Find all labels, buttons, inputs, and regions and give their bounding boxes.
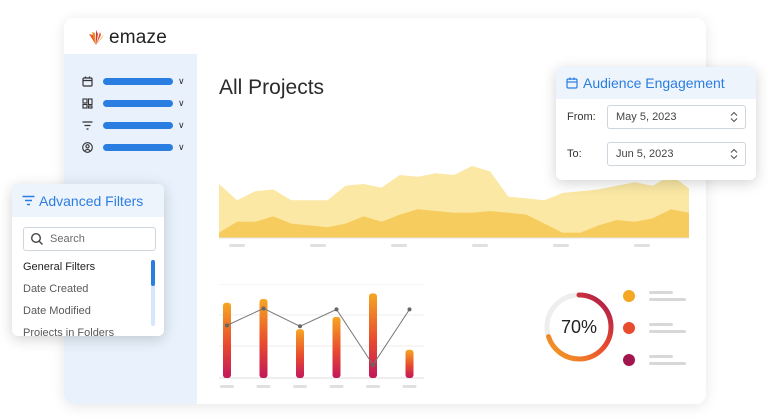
chevron-down-icon: ∨ bbox=[178, 76, 185, 86]
sidebar-item-calendar[interactable]: ∨ bbox=[82, 76, 185, 87]
bar-x-tick-label bbox=[256, 385, 271, 388]
area-x-tick-label bbox=[634, 244, 650, 247]
to-date-value: Jun 5, 2023 bbox=[616, 148, 674, 160]
logo-mark-icon bbox=[89, 30, 104, 45]
bar bbox=[369, 293, 377, 378]
bar-x-tick-label bbox=[293, 385, 307, 388]
search-input[interactable]: Search bbox=[23, 227, 156, 251]
chevron-down-icon: ∨ bbox=[178, 98, 185, 108]
advanced-filters-panel: Advanced Filters Search General Filters … bbox=[12, 184, 164, 336]
from-label: From: bbox=[567, 111, 596, 123]
area-chart bbox=[219, 166, 689, 247]
scrollbar-track[interactable] bbox=[151, 260, 155, 326]
sidebar-item-bar bbox=[103, 78, 173, 85]
search-icon bbox=[30, 232, 43, 245]
sidebar-item-user[interactable]: ∨ bbox=[82, 142, 185, 153]
filters-header: Advanced Filters bbox=[12, 184, 164, 217]
donut-value-label: 70% bbox=[561, 317, 597, 337]
legend-items bbox=[623, 290, 686, 366]
dashboard-icon bbox=[82, 98, 93, 109]
sidebar-item-bar bbox=[103, 122, 173, 129]
legend-line bbox=[649, 323, 673, 326]
area-series-1 bbox=[219, 166, 689, 238]
legend-line bbox=[649, 298, 686, 301]
logo-text: emaze bbox=[109, 27, 168, 48]
area-x-tick-label bbox=[553, 244, 569, 247]
bar bbox=[223, 302, 231, 378]
legend-line bbox=[649, 291, 673, 294]
page-title: All Projects bbox=[219, 76, 325, 99]
legend-line bbox=[649, 362, 686, 365]
filter-icon bbox=[82, 121, 93, 130]
search-placeholder: Search bbox=[50, 233, 85, 245]
calendar-icon bbox=[566, 77, 578, 89]
legend bbox=[620, 288, 690, 373]
scrollbar-thumb[interactable] bbox=[151, 260, 155, 286]
area-x-tick-label bbox=[472, 244, 488, 247]
filter-item-date-created[interactable]: Date Created bbox=[23, 283, 89, 295]
trend-point bbox=[261, 306, 266, 311]
stepper-arrows-icon bbox=[730, 148, 738, 160]
sidebar-item-dashboard[interactable]: ∨ bbox=[82, 98, 185, 109]
area-series-2 bbox=[219, 209, 689, 238]
to-date-select[interactable]: Jun 5, 2023 bbox=[607, 142, 746, 166]
filter-icon bbox=[22, 195, 35, 206]
filter-item-general[interactable]: General Filters bbox=[23, 261, 96, 273]
area-x-tick-label bbox=[310, 244, 326, 247]
to-label: To: bbox=[567, 148, 582, 160]
trend-point bbox=[225, 323, 229, 328]
engagement-header: Audience Engagement bbox=[556, 67, 756, 99]
legend-line bbox=[649, 330, 686, 333]
bar bbox=[332, 316, 341, 378]
legend-line bbox=[649, 355, 673, 358]
bar bbox=[296, 329, 304, 378]
trend-point bbox=[407, 307, 412, 312]
from-date-stepper[interactable] bbox=[729, 111, 739, 123]
chevron-down-icon: ∨ bbox=[178, 142, 185, 152]
legend-dot bbox=[623, 290, 635, 302]
legend-dot bbox=[623, 354, 635, 366]
bar-x-tick-label bbox=[329, 385, 344, 388]
sidebar-item-filter[interactable]: ∨ bbox=[82, 120, 185, 131]
donut-progress-arc bbox=[544, 292, 614, 362]
to-date-stepper[interactable] bbox=[729, 148, 739, 160]
trend-point bbox=[334, 307, 339, 312]
filters-title: Advanced Filters bbox=[39, 192, 144, 209]
trend-point bbox=[298, 324, 302, 329]
bar-x-tick-label bbox=[220, 385, 234, 388]
calendar-icon bbox=[82, 76, 93, 87]
from-date-select[interactable]: May 5, 2023 bbox=[607, 105, 746, 129]
filter-item-date-modified[interactable]: Date Modified bbox=[23, 305, 91, 317]
chevron-down-icon: ∨ bbox=[178, 120, 185, 130]
sidebar-item-bar bbox=[103, 100, 173, 107]
bar-x-tick-label bbox=[402, 385, 417, 388]
engagement-title: Audience Engagement bbox=[583, 75, 725, 91]
trend-point bbox=[371, 362, 375, 367]
progress-donut: 70% bbox=[544, 292, 614, 362]
trend-line bbox=[226, 307, 410, 366]
bar-chart bbox=[219, 284, 424, 388]
stepper-arrows-icon bbox=[730, 111, 738, 123]
area-x-tick-label bbox=[229, 244, 245, 247]
top-bar: emaze bbox=[64, 18, 706, 54]
from-date-value: May 5, 2023 bbox=[616, 111, 677, 123]
bar bbox=[259, 299, 268, 378]
logo: emaze bbox=[86, 27, 167, 49]
bar-x-tick-label bbox=[366, 385, 380, 388]
bar bbox=[405, 349, 414, 378]
sidebar-item-bar bbox=[103, 144, 173, 151]
filter-item-projects-in-folders[interactable]: Projects in Folders bbox=[23, 327, 115, 336]
user-icon bbox=[82, 142, 93, 153]
legend-dot bbox=[623, 322, 635, 334]
area-x-tick-label bbox=[391, 244, 407, 247]
audience-engagement-panel: Audience Engagement From: May 5, 2023 To… bbox=[556, 67, 756, 180]
